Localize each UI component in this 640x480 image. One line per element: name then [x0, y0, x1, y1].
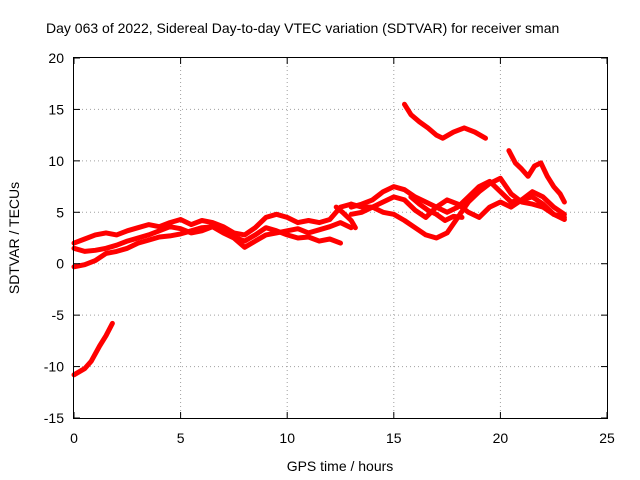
- plot-frame: [73, 57, 608, 419]
- x-tick-label: 15: [386, 430, 402, 446]
- series-line-arc-4: [71, 320, 115, 378]
- y-axis-label: SDTVAR / TECUs: [6, 182, 22, 294]
- y-tick-label: 10: [48, 153, 64, 169]
- y-tick-label: -10: [44, 359, 64, 375]
- y-tick-label: 5: [56, 204, 64, 220]
- series-line-arc-8: [333, 204, 358, 231]
- series-line-arc-1: [71, 201, 354, 246]
- y-tick-label: -5: [52, 307, 65, 323]
- y-tick-label: 20: [48, 50, 64, 66]
- series-line-arc-10: [506, 148, 567, 205]
- series-line-arc-11: [408, 194, 465, 223]
- x-tick-label: 20: [493, 430, 509, 446]
- series-line-arc-9: [402, 101, 488, 141]
- y-tick-label: -15: [44, 410, 64, 426]
- series-line-arc-3: [71, 220, 354, 270]
- plot-series: [71, 101, 567, 378]
- x-tick-label: 10: [279, 430, 295, 446]
- grid: [74, 58, 607, 418]
- x-tick-label: 0: [70, 430, 78, 446]
- axis-ticks: 0 5 10 15 20 25 -15 -10 -5 0 5 10 15 20: [44, 50, 615, 446]
- x-axis-label: GPS time / hours: [287, 458, 394, 474]
- y-tick-label: 0: [56, 256, 64, 272]
- series-line-arc-6: [348, 194, 567, 220]
- y-tick-label: 15: [48, 101, 64, 117]
- x-tick-label: 5: [177, 430, 185, 446]
- chart-title: Day 063 of 2022, Sidereal Day-to-day VTE…: [46, 20, 559, 36]
- x-tick-label: 25: [599, 430, 615, 446]
